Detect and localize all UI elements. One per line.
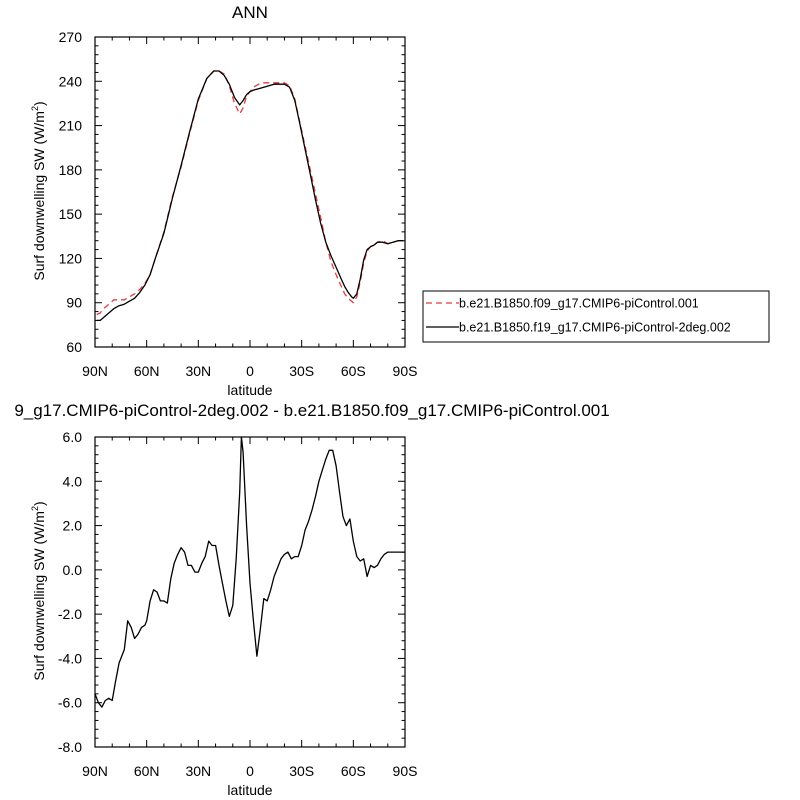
x-tick-label: 30N bbox=[185, 363, 211, 379]
y-axis-label-sup-bottom: 2 bbox=[30, 506, 40, 511]
top-panel: ANN 90N 60N 30N 0 30S 60S 90S 60 90 120 150 180 210 2… bbox=[30, 3, 417, 398]
y-tick-label: 0.0 bbox=[63, 562, 83, 578]
y-tick-label: 90 bbox=[66, 295, 82, 311]
series-line-1 bbox=[94, 436, 405, 708]
y-tick-label: 240 bbox=[59, 73, 83, 89]
plot-frame bbox=[94, 36, 406, 348]
x-axis-label-bottom: latitude bbox=[227, 782, 272, 798]
y-tick-label: -6.0 bbox=[58, 695, 82, 711]
bottom-panel: 9_g17.CMIP6-piControl-2deg.002 - b.e21.B… bbox=[14, 401, 609, 798]
x-tick-label: 90S bbox=[393, 763, 418, 779]
series-line-2 bbox=[96, 70, 404, 322]
legend-box bbox=[422, 290, 770, 343]
top-plot-area: 90N 60N 30N 0 30S 60S 90S 60 90 120 150 180 210 240 27… bbox=[59, 29, 418, 379]
x-tick-label: 90N bbox=[82, 763, 108, 779]
y-tick-label: 180 bbox=[59, 162, 83, 178]
y-tick-label: 60 bbox=[66, 339, 82, 355]
y-tick-label: 270 bbox=[59, 29, 83, 45]
y-tick-label: 150 bbox=[59, 206, 83, 222]
plot-frame bbox=[94, 436, 406, 748]
y-tick-label: 2.0 bbox=[63, 518, 83, 534]
bottom-plot-area: 90N 60N 30N 0 30S 60S 90S -8.0 -6.0 -4.0 -2.0 0.0 2.… bbox=[58, 429, 418, 779]
x-tick-label: 90S bbox=[393, 363, 418, 379]
y-tick-label: 6.0 bbox=[63, 429, 83, 445]
y-tick-label: -8.0 bbox=[58, 739, 82, 755]
x-tick-label: 30S bbox=[289, 763, 314, 779]
series-line-1 bbox=[96, 70, 404, 316]
x-tick-label: 0 bbox=[246, 763, 254, 779]
y-tick-label: -4.0 bbox=[58, 650, 82, 666]
legend: b.e21.B1850.f09_g17.CMIP6-piControl.001 … bbox=[422, 290, 770, 343]
y-axis-label-bottom: Surf downwelling SW (W/m2) bbox=[30, 501, 47, 680]
legend-label-series-2: b.e21.B1850.f19_g17.CMIP6-piControl-2deg… bbox=[459, 321, 731, 335]
chart-title: ANN bbox=[232, 3, 268, 22]
x-tick-label: 60N bbox=[134, 763, 160, 779]
y-axis-label: Surf downwelling SW (W/m2) bbox=[30, 101, 47, 280]
y-tick-label: -2.0 bbox=[58, 606, 82, 622]
y-tick-label: 4.0 bbox=[63, 473, 83, 489]
x-tick-label: 0 bbox=[246, 363, 254, 379]
y-tick-label: 120 bbox=[59, 250, 83, 266]
x-tick-label: 90N bbox=[82, 363, 108, 379]
x-tick-label: 60N bbox=[134, 363, 160, 379]
x-tick-label: 60S bbox=[341, 363, 366, 379]
x-tick-label: 60S bbox=[341, 763, 366, 779]
y-tick-label: 210 bbox=[59, 118, 83, 134]
difference-chart-title: 9_g17.CMIP6-piControl-2deg.002 - b.e21.B… bbox=[14, 401, 609, 420]
x-tick-label: 30S bbox=[289, 363, 314, 379]
x-axis-label: latitude bbox=[227, 382, 272, 398]
y-axis-label-sup: 2 bbox=[30, 106, 40, 111]
x-tick-label: 30N bbox=[185, 763, 211, 779]
legend-label-series-1: b.e21.B1850.f09_g17.CMIP6-piControl.001 bbox=[459, 297, 699, 311]
